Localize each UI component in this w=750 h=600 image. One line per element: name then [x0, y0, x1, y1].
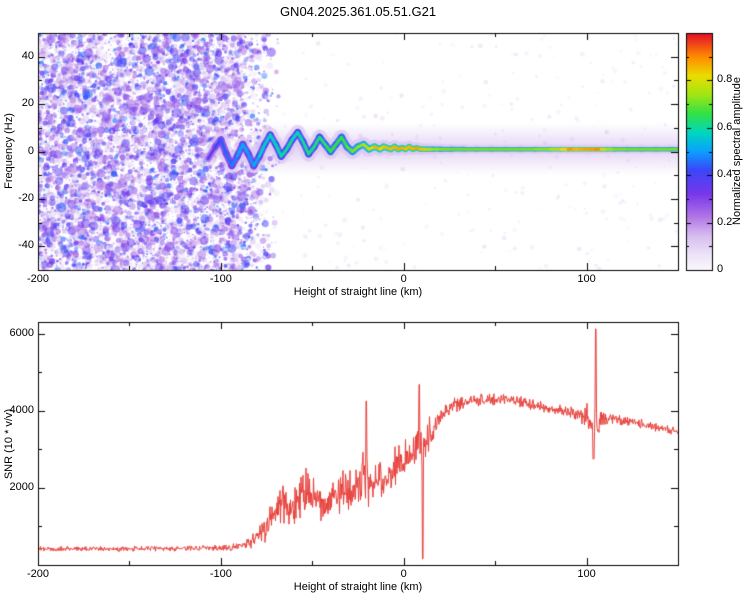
tick-label: 20: [21, 97, 34, 110]
tick-label: -100: [209, 273, 232, 285]
tick-label: -20: [18, 191, 34, 204]
tick-label: 0.4: [717, 168, 733, 181]
tick-label: 0: [400, 273, 407, 285]
spectrogram-x-axis-label: Height of straight line (km): [293, 286, 423, 298]
tick-label: -200: [26, 273, 50, 285]
chart-title: GN04.2025.361.05.51.G21: [279, 4, 437, 19]
tick-label: -200: [26, 568, 50, 580]
tick-label: 0.6: [717, 120, 733, 133]
snr-y-axis-label: SNR (10 * v/v): [3, 408, 15, 480]
tick-label: -40: [18, 239, 34, 252]
snr-x-axis-label: Height of straight line (km): [293, 581, 423, 593]
tick-label: 6000: [9, 326, 34, 339]
tick-label: 0.2: [717, 215, 733, 228]
tick-label: 0: [400, 568, 407, 580]
tick-label: 0: [717, 263, 724, 275]
tick-label: 2000: [9, 480, 34, 493]
tick-label: 0.8: [717, 73, 733, 86]
tick-label: 0: [27, 144, 34, 157]
tick-label: 100: [577, 568, 596, 580]
tick-label: -100: [209, 568, 232, 580]
tick-label: 40: [21, 49, 34, 62]
tick-label: 100: [577, 273, 596, 285]
tick-label: 4000: [9, 403, 34, 416]
